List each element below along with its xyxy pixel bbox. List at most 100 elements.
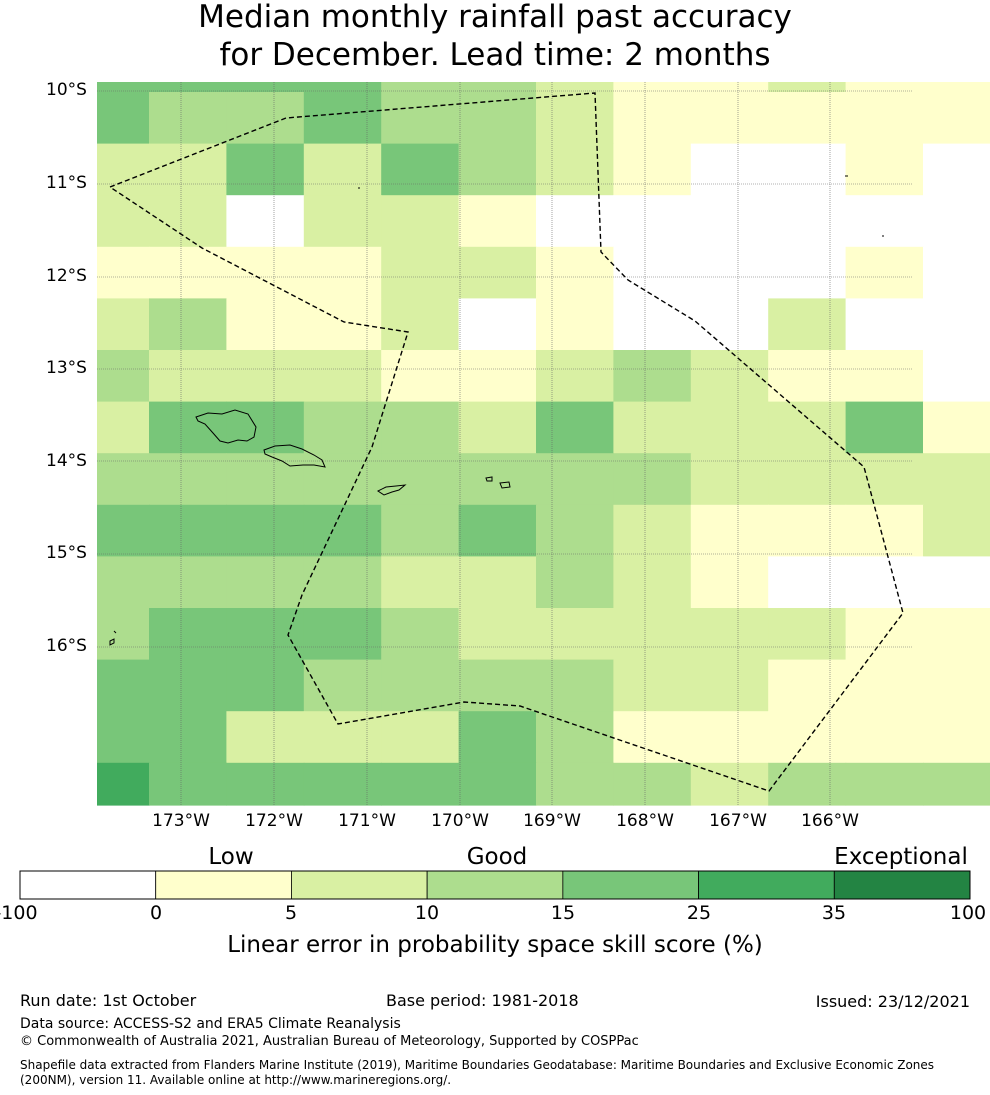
- lat-label: 12°S: [46, 266, 87, 286]
- skill-grid: [97, 82, 990, 806]
- grid-cell: [458, 143, 537, 196]
- grid-cell: [923, 92, 990, 145]
- grid-cell: [536, 143, 614, 196]
- grid-cell: [149, 350, 227, 403]
- island-savaii: [195, 409, 257, 444]
- colorbar-segment: [562, 870, 699, 900]
- grid-cell: [768, 82, 847, 93]
- colorbar-axis-label: Linear error in probability space skill …: [227, 932, 763, 958]
- grid-cell: [690, 350, 769, 403]
- colorbar-tick-label: 100: [949, 902, 987, 924]
- lon-label: 171°W: [338, 811, 396, 831]
- grid-cell: [768, 659, 847, 712]
- grid-cell: [536, 401, 614, 454]
- grid-cell: [458, 453, 537, 506]
- grid-cell: [303, 608, 382, 661]
- grid-cell: [768, 762, 847, 806]
- grid-cell: [381, 453, 460, 506]
- grid-cell: [690, 711, 769, 764]
- grid-cell: [303, 762, 382, 806]
- grid-cell: [381, 401, 460, 454]
- grid-cell: [923, 453, 990, 506]
- grid-cell: [768, 195, 847, 248]
- lat-label: 13°S: [46, 358, 87, 378]
- grid-cell: [923, 608, 990, 661]
- grid-cell: [768, 504, 847, 557]
- grid-cell: [303, 246, 382, 299]
- grid-cell: [226, 82, 305, 93]
- grid-cell: [923, 298, 990, 351]
- grid-cell: [613, 453, 692, 506]
- grid-cell: [923, 556, 990, 609]
- grid-cell: [149, 659, 227, 712]
- grid-cell: [381, 608, 460, 661]
- grid-cell: [381, 92, 460, 145]
- grid-cell: [845, 608, 924, 661]
- grid-cell: [458, 401, 537, 454]
- lon-label: 172°W: [245, 811, 303, 831]
- grid-cell: [690, 92, 769, 145]
- grid-cell: [923, 504, 990, 557]
- grid-cell: [458, 556, 537, 609]
- grid-cell: [226, 608, 305, 661]
- grid-cell: [845, 762, 924, 806]
- grid-cell: [768, 350, 847, 403]
- island-wallis: [109, 638, 115, 646]
- grid-cell: [923, 143, 990, 196]
- base-period: Base period: 1981-2018: [386, 991, 579, 1010]
- grid-cell: [690, 401, 769, 454]
- grid-cell: [613, 504, 692, 557]
- category-label-exceptional: Exceptional: [834, 844, 968, 870]
- shapefile-credit-line-2: (200NM), version 11. Available online at…: [20, 1073, 452, 1087]
- grid-cell: [303, 143, 382, 196]
- grid-cell: [690, 82, 769, 93]
- grid-cell: [690, 659, 769, 712]
- grid-cell: [923, 659, 990, 712]
- islet-d: [113, 630, 117, 634]
- grid-cell: [226, 711, 305, 764]
- grid-cell: [768, 453, 847, 506]
- grid-cell: [226, 298, 305, 351]
- grid-cell: [381, 504, 460, 557]
- grid-cell: [613, 762, 692, 806]
- grid-cell: [536, 246, 614, 299]
- grid-cell: [536, 82, 614, 93]
- grid-cell: [381, 711, 460, 764]
- grid-cell: [613, 401, 692, 454]
- grid-cell: [97, 246, 150, 299]
- grid-cell: [613, 659, 692, 712]
- grid-cell: [381, 82, 460, 93]
- grid-cell: [923, 195, 990, 248]
- grid-cell: [226, 143, 305, 196]
- grid-cell: [845, 401, 924, 454]
- grid-cell: [845, 143, 924, 196]
- lon-label: 166°W: [801, 811, 859, 831]
- grid-cell: [303, 453, 382, 506]
- grid-cell: [613, 608, 692, 661]
- shapefile-credit-line-1: Shapefile data extracted from Flanders M…: [20, 1058, 935, 1072]
- grid-cell: [768, 143, 847, 196]
- lon-label: 169°W: [523, 811, 581, 831]
- grid-cell: [381, 195, 460, 248]
- grid-cell: [458, 195, 537, 248]
- grid-cell: [613, 143, 692, 196]
- grid-cell: [226, 504, 305, 557]
- grid-cell: [690, 453, 769, 506]
- grid-cell: [536, 608, 614, 661]
- grid-cell: [845, 246, 924, 299]
- grid-cell: [845, 504, 924, 557]
- grid-cell: [149, 608, 227, 661]
- grid-cell: [149, 453, 227, 506]
- grid-cell: [690, 556, 769, 609]
- grid-cell: [923, 762, 990, 806]
- grid-cell: [536, 659, 614, 712]
- grid-cell: [381, 556, 460, 609]
- grid-cell: [97, 556, 150, 609]
- grid-cell: [303, 711, 382, 764]
- grid-cell: [536, 711, 614, 764]
- grid-cell: [845, 350, 924, 403]
- grid-cell: [845, 453, 924, 506]
- grid-cell: [458, 608, 537, 661]
- grid-cell: [226, 762, 305, 806]
